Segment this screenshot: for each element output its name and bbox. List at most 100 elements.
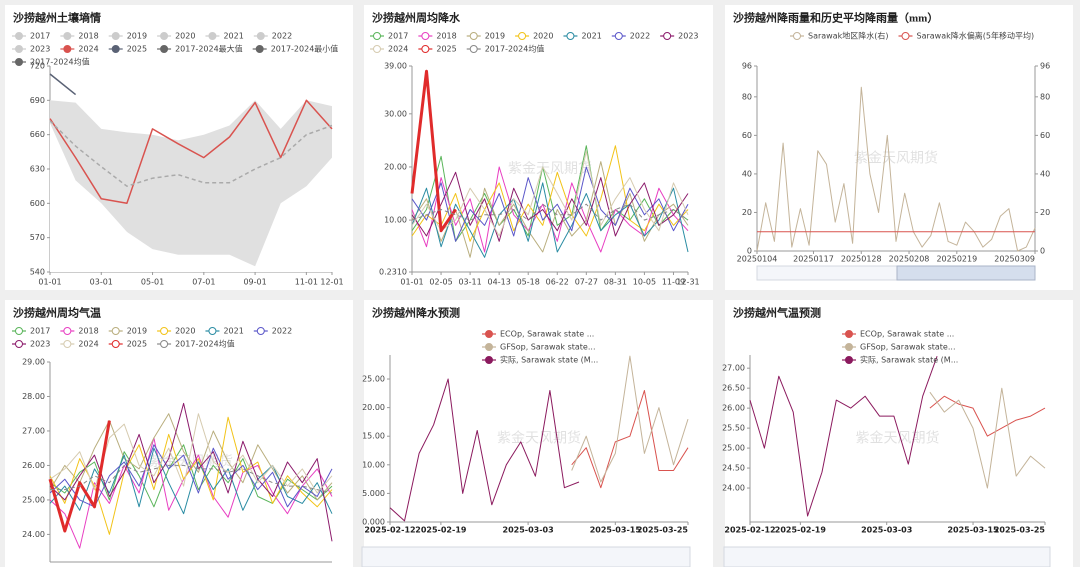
legend-symbol [566,32,575,40]
y-tick-label: 40 [742,169,752,178]
y-tick-label: 80 [1040,92,1050,101]
series-line [49,402,333,542]
legend-label: 2022 [272,32,292,41]
legend-symbol [111,32,120,40]
legend-item: 2025 [108,340,147,349]
x-tick-label: 10-05 [633,278,656,287]
y-tick-label: 40 [1040,169,1050,178]
legend-item: 2025 [108,45,147,54]
y-tick-label: 20 [742,208,752,217]
panel-title: 沙捞越州土壤墒情 [13,11,101,25]
x-tick-label: 2025-03-03 [503,526,554,535]
x-tick-label: 08-31 [604,278,627,287]
series-line [411,145,689,242]
legend-label: 2019 [127,327,147,336]
legend-symbol [15,32,23,40]
x-tick-label: 2025-03-15 [947,526,999,535]
x-tick-label: 02-05 [429,278,452,287]
legend-symbol [208,327,217,335]
legend-label: 2025 [127,340,147,349]
legend-item: 2020 [515,32,553,41]
legend-symbol [373,32,381,40]
series-line [410,69,457,233]
series-line [756,86,1036,252]
legend-symbol [469,45,478,53]
legend-symbol [421,45,430,53]
legend-label: 2021 [581,32,601,41]
legend-symbol [111,45,120,53]
x-tick-label: 09-01 [243,278,266,287]
legend-item: 2017 [370,32,408,41]
series-line [389,378,580,522]
legend-item: 2017-2024最大值 [157,44,243,54]
x-tick-label: 20250117 [793,255,834,264]
y-tick-label: 96 [742,62,752,71]
legend-label: 2018 [436,32,456,41]
y-tick-label: 80 [742,92,752,101]
x-tick-label: 2025-02-19 [775,526,827,535]
x-tick-label: 07-27 [575,278,598,287]
legend-symbol [256,32,265,40]
legend-symbol [208,32,217,40]
series-line [571,390,689,489]
y-tick-label: 0 [1040,247,1045,256]
panel: 沙捞越州周均气温紫金天风期货24.0025.0026.0027.0028.002… [5,300,353,567]
plot [410,69,689,258]
y-tick-label: 60 [1040,131,1050,140]
legend-symbol [160,327,169,335]
y-tick-label: 29.00 [22,358,45,367]
y-tick-label: 24.00 [22,530,45,539]
legend-symbol [485,343,493,351]
x-tick-label: 01-01 [400,278,423,287]
legend-label: 2017 [30,327,50,336]
legend-item: GFSop, Sarawak state... [482,343,595,352]
legend-label: Sarawak降水偏离(5年移动平均) [917,31,1035,41]
legend-item: 实际, Sarawak state (M... [842,355,958,365]
y-tick-label: 26.50 [722,384,745,393]
watermark: 紫金天风期货 [856,430,940,447]
legend-item: 实际, Sarawak state (M... [482,355,598,365]
y-tick-label: 20 [1040,208,1050,217]
y-tick-label: 24.00 [722,484,745,493]
legend-label: 2024 [78,340,98,349]
watermark: 紫金天风期货 [854,150,938,167]
legend-label: 2018 [78,32,98,41]
y-tick-label: 10.00 [384,216,407,225]
legend-item: Sarawak地区降水(右) [790,31,889,41]
legend-symbol [63,327,72,335]
legend-symbol [373,45,381,53]
legend-label: 2020 [175,32,195,41]
panel-background [364,5,713,290]
legend-symbol [256,327,265,335]
legend-label: 2017-2024最大值 [175,44,243,54]
x-tick-label: 04-13 [488,278,511,287]
legend-symbol [160,32,169,40]
legend-label: GFSop, Sarawak state... [860,343,955,352]
legend-label: 实际, Sarawak state (M... [500,355,598,365]
legend-symbol [485,356,493,364]
legend-symbol [111,340,120,348]
series-line [49,447,333,515]
plot [749,356,1046,517]
series-line [49,413,333,501]
legend-label: 2020 [175,327,195,336]
y-tick-label: 25.00 [362,375,385,384]
zoom-slider [723,546,1051,567]
y-tick-label: 15.00 [362,432,385,441]
x-tick-label: 11-09 [662,278,685,287]
x-tick-label: 2025-03-25 [637,526,689,535]
plot [389,355,689,522]
legend-item: 2018 [418,32,457,41]
x-tick-label: 07-01 [192,278,215,287]
legend-item: 2017-2024均值 [466,44,545,54]
x-tick-label: 03-01 [90,278,113,287]
legend-label: 2017-2024均值 [485,44,545,54]
legend-label: 2017-2024均值 [30,57,90,67]
series-line [49,413,333,494]
panel-title: 沙捞越州降雨量和历史平均降雨量（mm） [733,11,938,25]
x-tick-label: 20250309 [994,255,1035,264]
panel: 沙捞越州土壤墒情紫金天风期货54057060063066069072001-01… [5,5,353,290]
legend-symbol [15,327,23,335]
series-line [929,387,1046,489]
